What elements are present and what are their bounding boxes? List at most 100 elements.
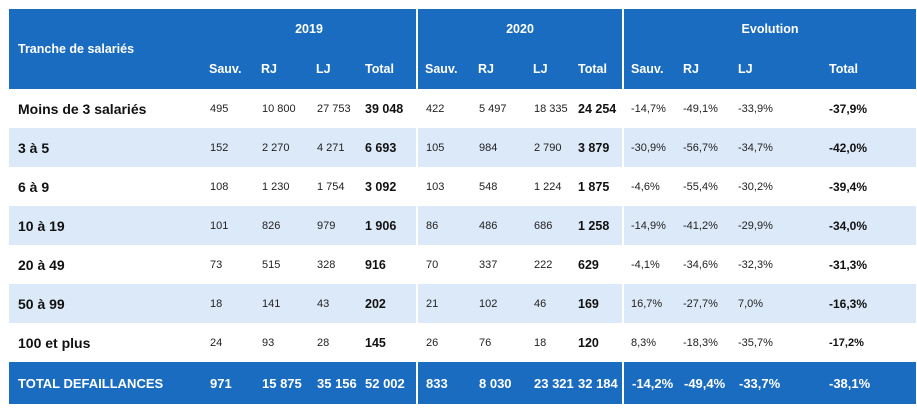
table-cell: 145 bbox=[365, 335, 386, 350]
table-cell: 70 bbox=[416, 245, 471, 284]
table-cell: 169 bbox=[575, 284, 623, 323]
table-cell: 4 271 bbox=[309, 128, 362, 167]
table-cell: 35 156 bbox=[309, 362, 362, 404]
table-cell: 103 bbox=[416, 167, 471, 206]
table-cell: -31,3% bbox=[829, 257, 868, 272]
table-cell: 3 879 bbox=[575, 128, 623, 167]
table-cell: -14,7% bbox=[622, 89, 676, 128]
table-cell: 43 bbox=[309, 284, 362, 323]
label-column-header: Tranche de salariés bbox=[9, 9, 202, 89]
table-cell: 328 bbox=[317, 258, 336, 271]
table-cell: -49,4% bbox=[676, 362, 731, 404]
table-cell: -49,1% bbox=[683, 102, 718, 115]
subcol-rj: RJ bbox=[254, 49, 309, 89]
table-cell: 8 030 bbox=[471, 362, 526, 404]
subcol-total: Total bbox=[787, 49, 917, 89]
table-cell: 18 bbox=[202, 284, 254, 323]
year-header-2020: 2020 bbox=[416, 9, 623, 49]
subcol-total: Total bbox=[575, 49, 623, 89]
table-cell: 686 bbox=[526, 206, 575, 245]
row-label: 20 à 49 bbox=[18, 256, 65, 273]
table-cell: -4,1% bbox=[622, 245, 676, 284]
table-cell: 2 270 bbox=[254, 128, 309, 167]
table-cell: 76 bbox=[479, 336, 492, 349]
table-cell: 1 754 bbox=[317, 180, 345, 193]
table-cell: -14,2% bbox=[622, 362, 676, 404]
table-cell: 337 bbox=[479, 258, 498, 271]
table-cell: -34,7% bbox=[731, 128, 787, 167]
table-cell: -34,0% bbox=[787, 206, 917, 245]
table-row: Moins de 3 salariés 495 10 800 27 753 39 048… bbox=[9, 89, 916, 128]
table-cell: -38,1% bbox=[787, 362, 917, 404]
table-cell: 1 258 bbox=[575, 206, 623, 245]
table-cell: 222 bbox=[534, 258, 553, 271]
table-cell: -33,7% bbox=[731, 362, 787, 404]
table-cell: 108 bbox=[210, 180, 229, 193]
year-header-2019: 2019 bbox=[202, 9, 417, 49]
subcol-lj: LJ bbox=[526, 49, 575, 89]
header-row-years: Tranche de salariés 2019 2020 Evolution bbox=[9, 9, 917, 89]
table-row: 100 et plus 24 93 28 145 26 76 18 120 8,3% -18,3% -… bbox=[9, 323, 916, 362]
table-cell: -42,0% bbox=[787, 128, 917, 167]
table-cell: -32,3% bbox=[738, 258, 773, 271]
subcol-total: Total bbox=[362, 49, 417, 89]
table-cell: 495 bbox=[210, 102, 229, 115]
table-cell: 833 bbox=[416, 362, 471, 404]
table-cell: 1 230 bbox=[262, 180, 290, 193]
table-cell: -17,2% bbox=[829, 336, 864, 349]
table-row: 20 à 49 73 515 328 916 70 337 222 629 -4,1% -34,6%… bbox=[9, 245, 916, 284]
table-cell: 1 875 bbox=[578, 179, 610, 194]
table-cell: 141 bbox=[254, 284, 309, 323]
table-cell: 515 bbox=[262, 258, 281, 271]
row-label: 50 à 99 bbox=[9, 284, 202, 323]
table-cell: 916 bbox=[365, 257, 386, 272]
table-cell: -37,9% bbox=[829, 101, 868, 116]
table-cell: 16,7% bbox=[622, 284, 676, 323]
table-cell: -16,3% bbox=[787, 284, 917, 323]
table-cell: 548 bbox=[479, 180, 498, 193]
table-cell: 202 bbox=[362, 284, 417, 323]
table-cell: -34,6% bbox=[683, 258, 718, 271]
table-cell: 32 184 bbox=[575, 362, 623, 404]
row-label: 10 à 19 bbox=[9, 206, 202, 245]
table-cell: 979 bbox=[309, 206, 362, 245]
table-cell: 3 092 bbox=[365, 179, 397, 194]
table-cell: 26 bbox=[416, 323, 471, 362]
table-cell: -39,4% bbox=[829, 179, 868, 194]
table-row: 6 à 9 108 1 230 1 754 3 092 103 548 1 224 1 875-… bbox=[9, 167, 916, 206]
row-label: Moins de 3 salariés bbox=[18, 100, 147, 117]
subcol-lj: LJ bbox=[309, 49, 362, 89]
subcol-rj: RJ bbox=[471, 49, 526, 89]
table-cell: 52 002 bbox=[362, 362, 417, 404]
table-cell: -14,9% bbox=[622, 206, 676, 245]
table-cell: 984 bbox=[471, 128, 526, 167]
table-cell: -55,4% bbox=[683, 180, 718, 193]
table-cell: 21 bbox=[416, 284, 471, 323]
table-cell: 10 800 bbox=[262, 102, 296, 115]
subcol-sauv: Sauv. bbox=[202, 49, 254, 89]
table-cell: -33,9% bbox=[738, 102, 773, 115]
table-cell: -27,7% bbox=[676, 284, 731, 323]
table-cell: 27 753 bbox=[317, 102, 351, 115]
table-cell: 8,3% bbox=[622, 323, 676, 362]
table-row: 50 à 99 18 141 43 202 21 102 46 169 16,7% -27,7% 7,… bbox=[9, 284, 917, 323]
table-row: 10 à 19 101 826 979 1 906 86 486 686 1 258 -14,9%… bbox=[9, 206, 917, 245]
row-label: 100 et plus bbox=[18, 334, 91, 351]
row-label: 6 à 9 bbox=[18, 178, 50, 195]
table-cell: 5 497 bbox=[479, 102, 507, 115]
subcol-lj: LJ bbox=[731, 49, 787, 89]
table-cell: 6 693 bbox=[362, 128, 417, 167]
table-cell: -35,7% bbox=[738, 336, 773, 349]
total-row-label: TOTAL DEFAILLANCES bbox=[9, 362, 202, 404]
table-cell: 24 bbox=[210, 336, 223, 349]
table-cell: 826 bbox=[254, 206, 309, 245]
total-row: TOTAL DEFAILLANCES 971 15 875 35 156 52 … bbox=[9, 362, 917, 404]
table-cell: 18 335 bbox=[534, 102, 568, 115]
table-cell: 7,0% bbox=[731, 284, 787, 323]
table-cell: 105 bbox=[416, 128, 471, 167]
table-cell: 971 bbox=[202, 362, 254, 404]
table-cell: 1 906 bbox=[362, 206, 417, 245]
subcol-sauv: Sauv. bbox=[622, 49, 676, 89]
subcol-rj: RJ bbox=[676, 49, 731, 89]
